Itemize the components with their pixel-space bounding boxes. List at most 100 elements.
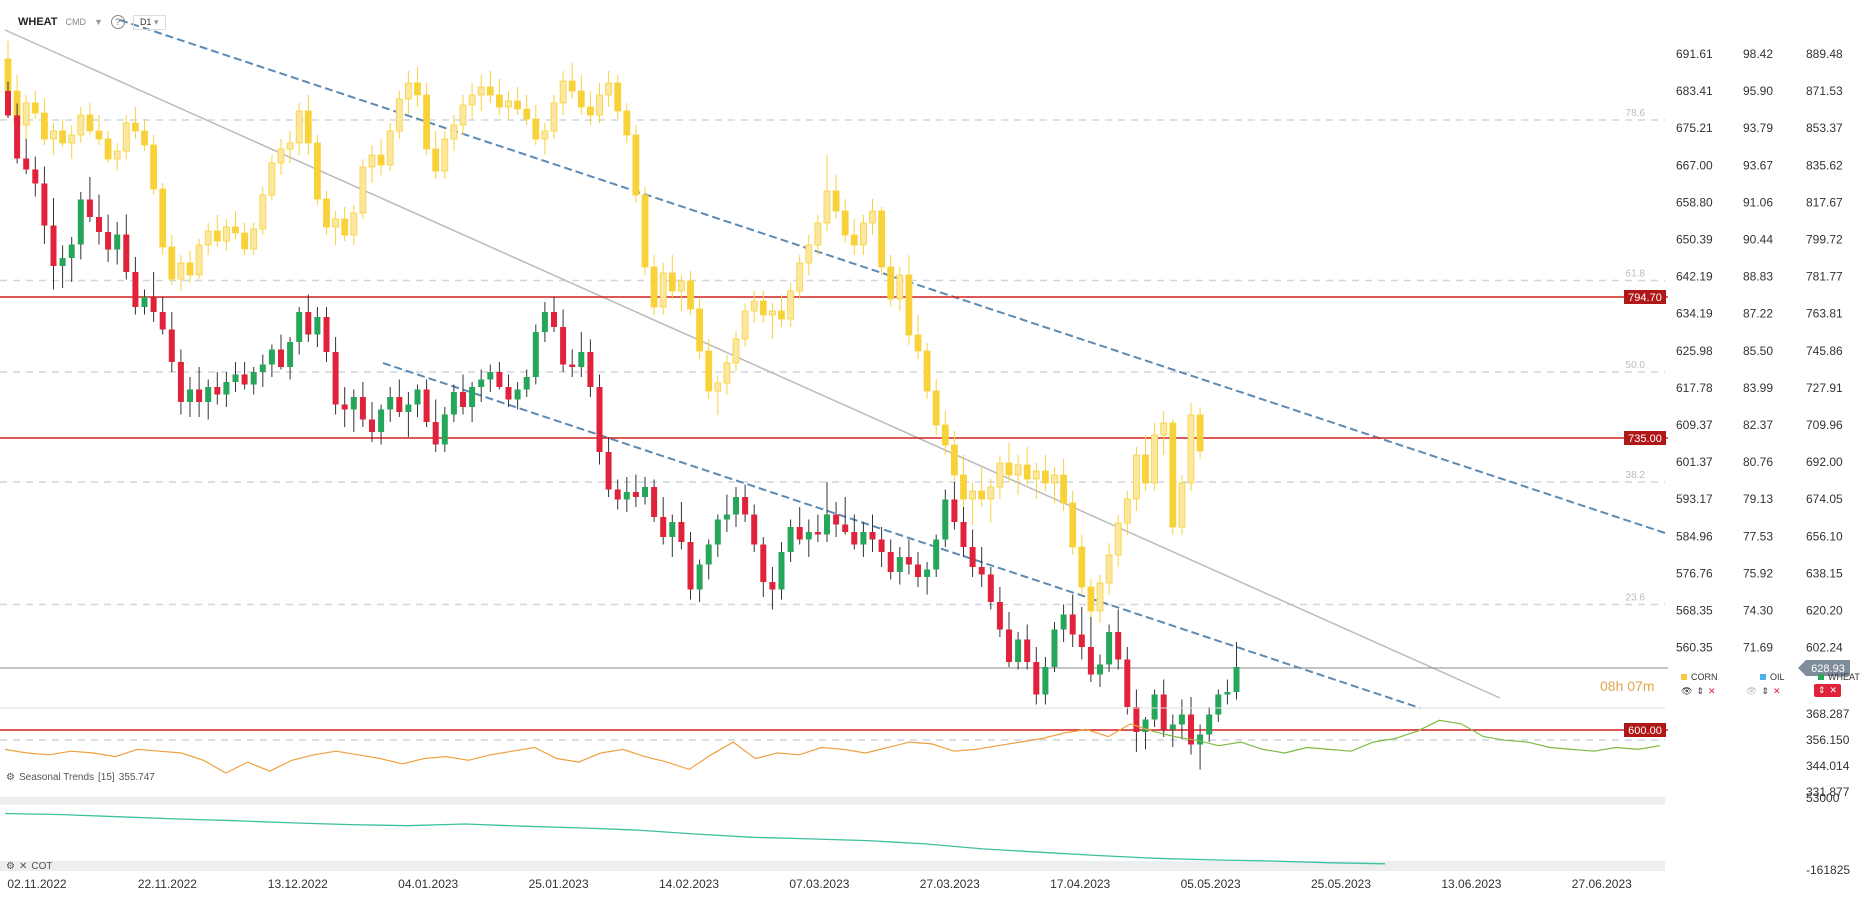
axis-corn-tick: 638.15 — [1806, 566, 1843, 580]
wheat-candle — [1188, 714, 1194, 745]
seasonal-axis-tick: 356.150 — [1806, 733, 1850, 747]
corn-candle — [587, 106, 594, 116]
wheat-candle — [1051, 629, 1058, 667]
close-icon[interactable]: ✕ — [18, 861, 28, 872]
seasonal-projection-line — [1152, 719, 1661, 754]
cot-pane: 53000 -161825 — [4, 791, 1850, 877]
corn-candle — [1060, 474, 1067, 504]
pane-settings-icon[interactable]: ⚙ — [6, 772, 15, 783]
corn-candle — [77, 114, 85, 136]
wheat-candle — [960, 522, 967, 547]
wheat-candle — [41, 183, 48, 226]
pane-splitter — [0, 861, 1665, 869]
corn-candle — [104, 138, 112, 160]
sort-icon[interactable]: ⇕ — [1696, 686, 1704, 696]
eye-icon[interactable]: 👁 — [1746, 686, 1758, 696]
corn-candle — [131, 122, 139, 132]
axis-oil-tick: 71.69 — [1743, 641, 1773, 655]
corn-candle — [395, 98, 403, 132]
seasonal-past-line — [4, 723, 1153, 774]
seasonal-value: 355.747 — [118, 772, 155, 783]
axis-wheat-tick: 650.39 — [1676, 233, 1713, 247]
channel-mid-line — [4, 29, 1501, 699]
close-icon[interactable]: ✕ — [1707, 686, 1716, 696]
corn-candle — [1160, 422, 1168, 436]
wheat-candle — [933, 539, 940, 570]
wheat-candle — [359, 397, 366, 420]
axis-wheat-tick: 675.21 — [1676, 121, 1713, 135]
wheat-candle — [268, 349, 275, 365]
symbol-name[interactable]: WHEAT — [18, 16, 58, 28]
corn-candle — [222, 226, 230, 242]
corn-candle — [869, 210, 876, 224]
legend-wheat-swatch — [1818, 674, 1824, 680]
wheat-candle — [259, 364, 266, 372]
price-level-lines[interactable] — [0, 296, 1668, 731]
corn-candle — [941, 424, 949, 446]
axis-wheat-tick: 568.35 — [1676, 604, 1713, 618]
axis-oil-tick: 85.50 — [1743, 344, 1773, 358]
axis-corn-tick: 835.62 — [1806, 158, 1843, 172]
wheat-candle — [305, 312, 312, 335]
timeframe-select[interactable]: D1 ▾ — [132, 14, 166, 30]
cot-line — [4, 812, 1386, 865]
wheat-candle — [132, 272, 139, 307]
legend-oil[interactable]: OIL — [1760, 672, 1785, 682]
wheat-candle — [205, 387, 212, 402]
wheat-candle — [1233, 667, 1240, 692]
wheat-candle — [805, 532, 812, 540]
corn-candle — [1042, 470, 1049, 484]
axis-oil-tick: 95.90 — [1743, 84, 1773, 98]
wheat-candle — [1106, 632, 1113, 665]
eye-icon[interactable]: 👁 — [1681, 686, 1693, 696]
wheat-candle — [569, 364, 576, 367]
time-axis-tick: 25.05.2023 — [1311, 877, 1371, 891]
corn-candle — [541, 130, 549, 140]
cot-axis-bottom: -161825 — [1806, 863, 1850, 877]
corn-candle — [650, 266, 658, 308]
wheat-candle — [296, 312, 303, 342]
corn-candle — [1151, 434, 1158, 484]
wheat-candle — [1078, 634, 1085, 647]
sort-icon[interactable]: ⇕ — [1818, 685, 1826, 695]
corn-candle — [714, 382, 722, 392]
corn-candle — [1133, 454, 1140, 500]
help-icon[interactable]: ? — [110, 15, 125, 29]
corn-candle — [951, 444, 958, 476]
pane-settings-icon[interactable]: ⚙ — [6, 861, 15, 872]
level-tag-bg — [1624, 290, 1666, 304]
corn-candle — [732, 338, 740, 364]
wheat-candle — [323, 317, 330, 352]
wheat-candle — [842, 524, 849, 532]
axis-corn-tick: 745.86 — [1806, 344, 1843, 358]
axis-wheat-tick: 667.00 — [1676, 158, 1713, 172]
corn-candle — [68, 134, 76, 144]
fib-label: 61.8 — [1626, 269, 1646, 280]
wheat-candle — [123, 234, 130, 272]
corn-candle — [623, 110, 631, 136]
legend-wheat[interactable]: WHEAT — [1818, 672, 1860, 682]
corn-candle — [404, 82, 412, 100]
corn-candle — [195, 244, 203, 276]
wheat-candle — [1097, 664, 1103, 675]
wheat-candle — [814, 532, 821, 535]
corn-candle — [759, 300, 767, 316]
price-tags: 794.70 735.00 600.00 628.93 — [1624, 290, 1850, 737]
close-icon[interactable]: ✕ — [1829, 685, 1838, 695]
corn-candle — [741, 310, 749, 340]
wheat-candle — [177, 362, 184, 402]
wheat-candle — [187, 389, 193, 402]
seasonal-pane-label: ⚙ Seasonal Trends [15] 355.747 — [6, 772, 155, 783]
seasonal-axis-tick: 368.287 — [1806, 707, 1850, 721]
seasonal-title: Seasonal Trends — [18, 772, 95, 783]
close-icon[interactable]: ✕ — [1772, 686, 1781, 696]
chevron-down-icon[interactable]: ▼ — [94, 17, 103, 27]
trend-channel[interactable] — [4, 19, 1666, 709]
corn-candle — [368, 154, 376, 168]
sort-icon[interactable]: ⇕ — [1761, 686, 1769, 696]
seasonal-axis-tick: 331.877 — [1806, 785, 1850, 799]
axis-corn-tick: 709.96 — [1806, 418, 1843, 432]
legend-corn[interactable]: CORN — [1681, 672, 1718, 682]
wheat-candle — [651, 487, 658, 517]
